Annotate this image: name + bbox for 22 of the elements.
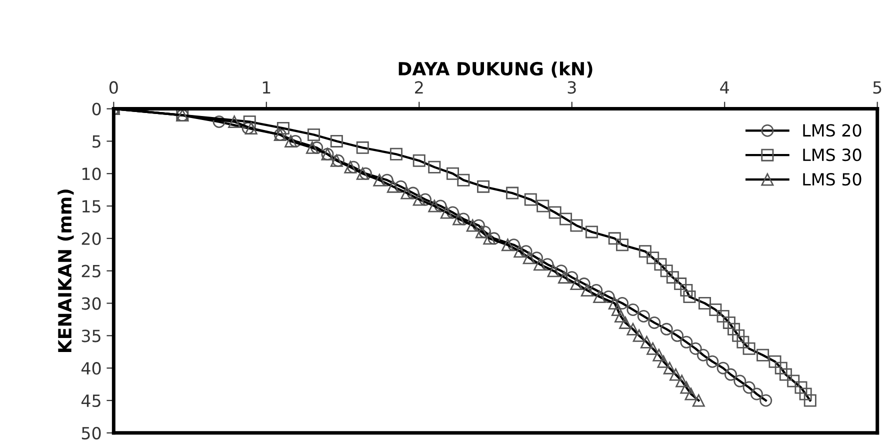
x-tick-label: 3: [568, 81, 576, 94]
x-tick-label: 2: [415, 81, 423, 94]
legend-label: LMS 50: [803, 173, 862, 186]
y-tick-label: 40: [81, 362, 101, 375]
y-tick-label: 45: [81, 394, 100, 408]
x-axis-title: DAYA DUKUNG (kN): [398, 62, 592, 78]
y-tick-label: 15: [82, 200, 100, 213]
y-tick-label: 5: [92, 135, 100, 148]
y-tick-label: 50: [82, 426, 101, 440]
y-axis-title: KENAIKAN (mm): [58, 190, 74, 352]
x-tick-label: 1: [262, 81, 270, 94]
x-tick-label: 0: [109, 81, 118, 94]
y-tick-label: 35: [82, 330, 100, 342]
y-tick-label: 20: [82, 232, 101, 245]
y-tick-label: 0: [92, 102, 101, 116]
y-tick-label: 10: [82, 168, 101, 180]
legend-label: LMS 20: [803, 124, 862, 137]
x-tick-label: 4: [720, 81, 729, 94]
x-tick-label: 5: [873, 81, 882, 94]
y-tick-label: 30: [82, 297, 101, 310]
legend-label: LMS 30: [803, 148, 862, 162]
y-tick-label: 25: [82, 264, 100, 278]
